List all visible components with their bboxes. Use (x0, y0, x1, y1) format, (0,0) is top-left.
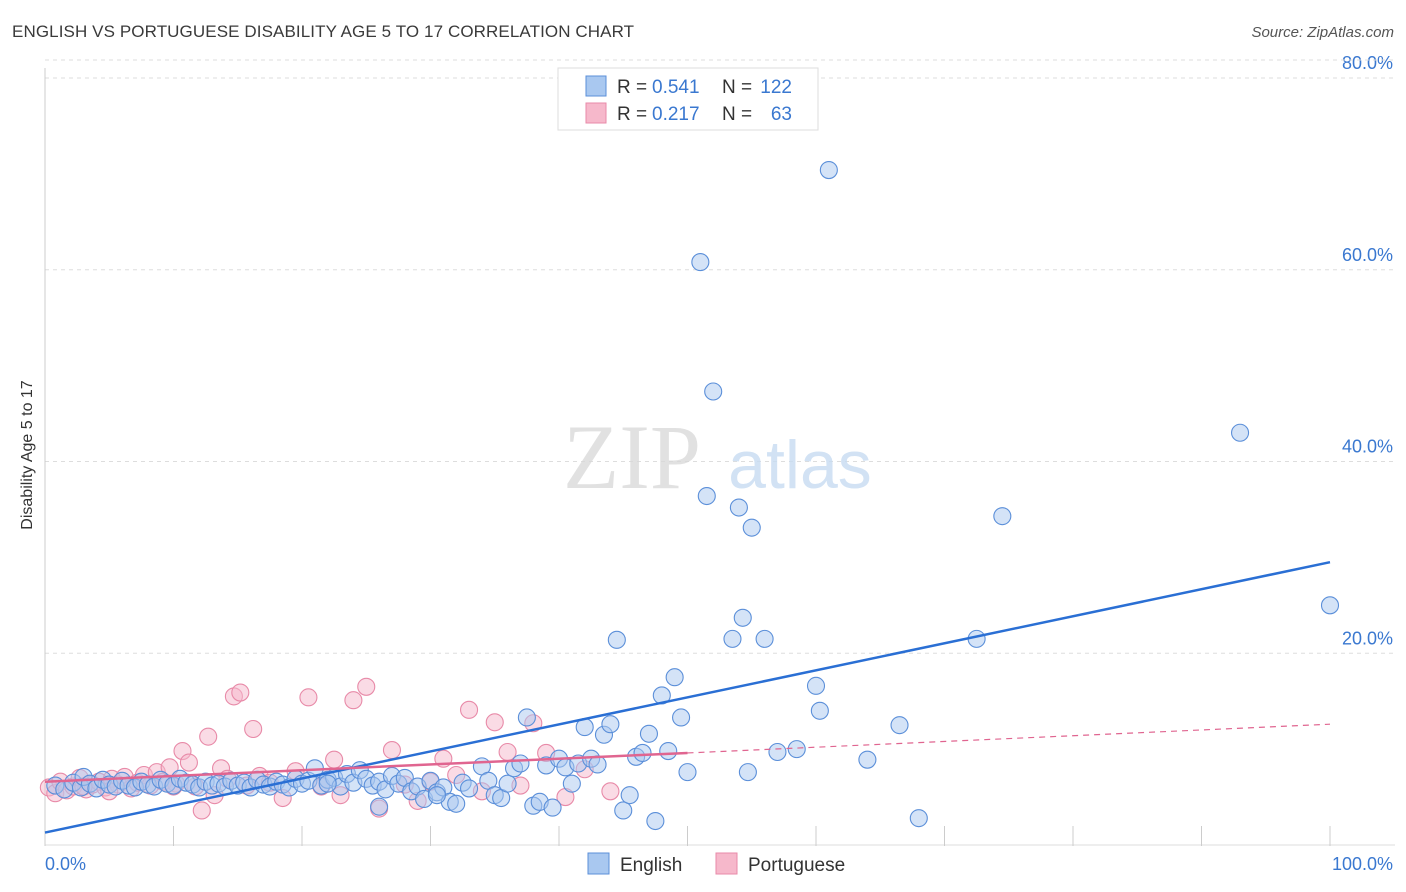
english-point (601, 715, 620, 734)
english-point (755, 629, 774, 648)
portuguese-point (299, 688, 318, 707)
portuguese-point (485, 713, 504, 732)
portuguese-point (199, 727, 218, 746)
english-point (909, 809, 928, 828)
y-tick-label: 40.0% (1342, 437, 1393, 457)
source-label: Source: ZipAtlas.com (1251, 24, 1394, 41)
english-point (810, 701, 829, 720)
chart-title: ENGLISH VS PORTUGUESE DISABILITY AGE 5 T… (12, 22, 635, 41)
english-trend-line (44, 560, 1331, 834)
y-tick-label: 20.0% (1342, 628, 1393, 648)
english-point (646, 811, 665, 831)
english-point (723, 629, 742, 648)
y-tick-label: 60.0% (1342, 245, 1393, 265)
bottom-legend-portuguese: Portuguese (748, 855, 845, 876)
portuguese-point (244, 719, 263, 739)
legend-n-label: N = (722, 104, 752, 125)
x-tick-label: 0.0% (45, 854, 86, 874)
portuguese-point (325, 750, 344, 769)
english-point (672, 708, 691, 727)
english-point (678, 763, 697, 782)
portuguese-point (192, 801, 211, 820)
portuguese-point (357, 677, 376, 696)
legend-n-value: 63 (771, 104, 792, 125)
english-point (588, 755, 607, 774)
english-point (562, 774, 581, 793)
english-point (659, 741, 678, 761)
english-point (498, 774, 517, 793)
bottom-legend-swatch-portuguese (715, 852, 738, 875)
english-point (1320, 596, 1340, 615)
english-point (511, 754, 530, 773)
english-point (459, 779, 479, 798)
english-point (819, 160, 838, 180)
y-tick-label: 80.0% (1342, 53, 1393, 73)
english-point (543, 798, 562, 817)
english-point (704, 382, 723, 401)
english-point (787, 740, 806, 759)
english-point (665, 668, 684, 687)
portuguese-point (459, 700, 479, 719)
portuguese-point (179, 753, 198, 772)
english-point (733, 608, 752, 627)
english-point (890, 716, 909, 735)
legend-swatch-portuguese (585, 102, 607, 124)
english-point (697, 486, 716, 506)
english-point (729, 498, 748, 517)
english-point (517, 708, 536, 727)
english-point (768, 742, 787, 762)
english-point (614, 801, 633, 820)
portuguese-trend-extension (687, 723, 1331, 754)
bottom-legend-swatch-english (587, 852, 610, 875)
portuguese-trend-line (44, 751, 688, 783)
english-point (1231, 423, 1250, 442)
english-point (447, 794, 466, 813)
bottom-legend-english: English (620, 855, 682, 876)
english-point (427, 786, 446, 805)
english-point (742, 518, 761, 537)
english-point (607, 630, 626, 649)
x-tick-label: 100.0% (1332, 854, 1393, 874)
legend-n-label: N = (722, 77, 752, 98)
watermark-atlas: atlas (728, 427, 872, 503)
english-point (691, 253, 710, 272)
english-point (806, 676, 826, 695)
legend-r-label: R = (617, 77, 647, 98)
english-point (738, 763, 757, 782)
portuguese-point (601, 782, 620, 801)
legend-r-value: 0.541 (652, 77, 700, 98)
english-point (318, 774, 337, 793)
english-point (858, 750, 877, 769)
legend-r-value: 0.217 (652, 104, 700, 125)
english-point (620, 786, 639, 805)
english-point (633, 743, 652, 763)
legend-n-value: 122 (760, 77, 792, 98)
english-point (993, 507, 1012, 526)
watermark-zip: ZIP (563, 406, 701, 508)
english-point (370, 797, 389, 816)
portuguese-point (231, 683, 250, 702)
english-point (639, 724, 659, 743)
legend-swatch-english (585, 75, 607, 97)
legend-r-label: R = (617, 104, 647, 125)
portuguese-point (344, 691, 363, 710)
portuguese-point (382, 741, 402, 760)
